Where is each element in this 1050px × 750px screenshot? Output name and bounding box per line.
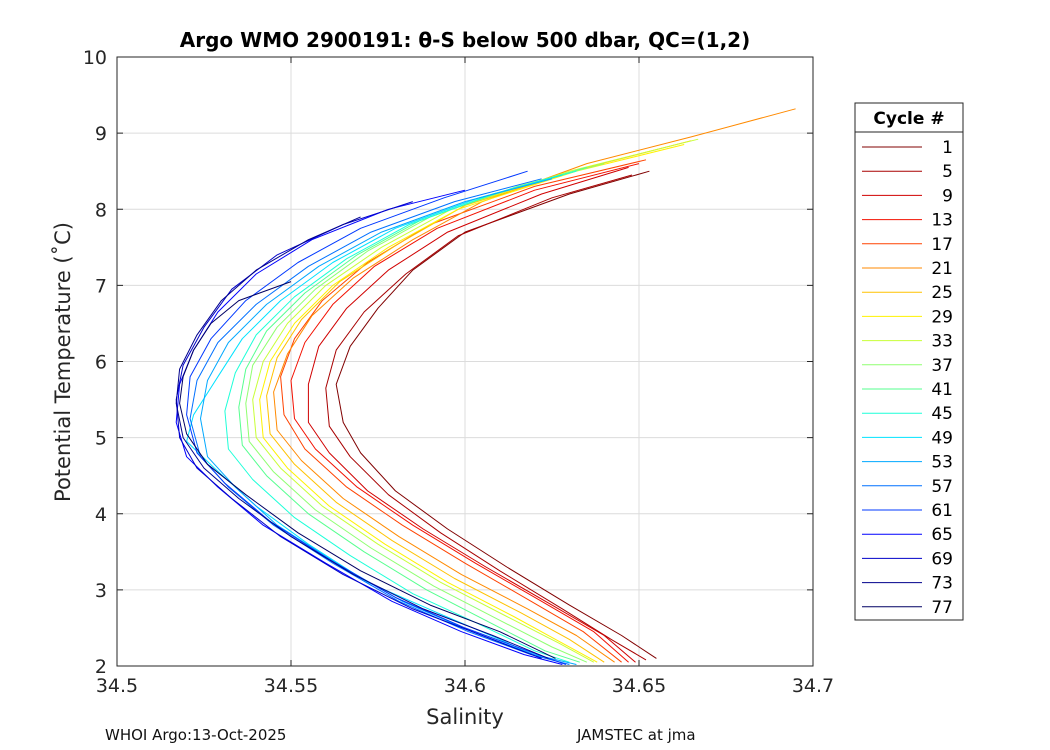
y-tick-label: 7	[95, 275, 107, 297]
legend-label: 65	[931, 525, 953, 545]
series-line-cycle-73	[175, 216, 549, 659]
legend-label: 25	[931, 283, 953, 303]
series-line-cycle-29	[259, 144, 685, 663]
x-tick-label: 34.5	[96, 675, 138, 697]
legend-label: 69	[931, 549, 953, 569]
series-line-cycle-37	[245, 163, 605, 663]
legend-label: 77	[931, 598, 953, 618]
series-line-cycle-77	[179, 281, 556, 659]
series-line-cycle-53	[200, 178, 577, 665]
series-layer	[175, 108, 796, 665]
axis-ticks: 34.5 34.55 34.6 34.65 34.7 2 3 4 5 6 7 8 9 10	[83, 47, 834, 697]
y-tick-label: 3	[95, 580, 107, 602]
series-line-cycle-1	[335, 170, 657, 659]
series-line-cycle-17	[280, 159, 647, 663]
x-tick-label: 34.65	[612, 675, 666, 697]
y-tick-label: 6	[95, 352, 107, 374]
x-axis-label: Salinity	[426, 705, 504, 729]
legend-label: 33	[931, 332, 953, 352]
legend-label: 73	[931, 574, 953, 594]
y-tick-label: 5	[95, 428, 107, 450]
series-line-cycle-13	[290, 163, 640, 663]
y-axis-label: Potential Temperature (˚C)	[51, 222, 75, 502]
y-tick-label: 8	[95, 199, 107, 221]
x-tick-label: 34.55	[264, 675, 318, 697]
y-tick-label: 9	[95, 123, 107, 145]
grid-lines	[116, 56, 814, 667]
footer-source: WHOI Argo:13-Oct-2025	[105, 726, 287, 744]
series-line-cycle-45	[224, 170, 577, 663]
legend-label: 5	[942, 162, 953, 182]
y-tick-label: 10	[83, 47, 107, 69]
legend-label: 57	[931, 477, 953, 497]
series-line-cycle-61	[186, 170, 567, 665]
legend-label: 37	[931, 356, 953, 376]
series-line-cycle-9	[307, 166, 636, 663]
footer-institution: JAMSTEC at jma	[577, 726, 696, 744]
legend-label: 29	[931, 307, 953, 327]
series-line-cycle-41	[238, 166, 587, 663]
legend: Cycle # 1 5 9 13 17 21 25 29 33 37 41 45 49 53 57 61 65 6…	[854, 102, 964, 621]
legend-title: Cycle #	[873, 109, 944, 129]
chart-title: Argo WMO 2900191: θ-S below 500 dbar, QC…	[180, 28, 750, 52]
legend-label: 53	[931, 453, 953, 473]
y-tick-label: 4	[95, 504, 107, 526]
legend-label: 13	[931, 211, 953, 231]
legend-label: 45	[931, 404, 953, 424]
x-tick-label: 34.6	[444, 675, 486, 697]
series-line-cycle-65	[175, 189, 563, 665]
legend-label: 41	[931, 380, 953, 400]
series-line-cycle-25	[266, 140, 692, 663]
legend-label: 17	[931, 235, 953, 255]
series-line-cycle-33	[252, 138, 699, 663]
legend-items: 1 5 9 13 17 21 25 29 33 37 41 45 49 53 57 61 65 69 73 77	[862, 138, 953, 618]
y-tick-label: 2	[95, 656, 107, 678]
legend-label: 1	[942, 138, 953, 158]
legend-label: 9	[942, 186, 953, 206]
legend-label: 61	[931, 501, 953, 521]
legend-label: 49	[931, 428, 953, 448]
x-tick-label: 34.7	[792, 675, 834, 697]
legend-label: 21	[931, 259, 953, 279]
series-line-cycle-5	[325, 174, 647, 661]
